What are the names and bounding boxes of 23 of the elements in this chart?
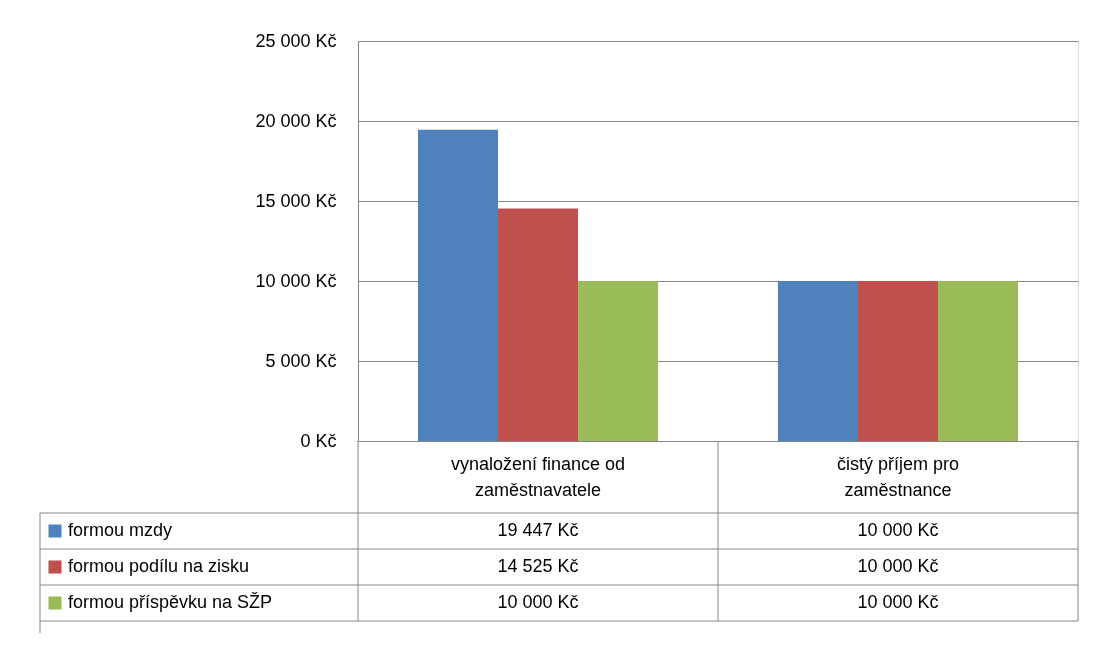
data-label: 10 000 Kč [857, 556, 939, 576]
legend-label: formou podílu na zisku [68, 556, 250, 576]
data-label: 14 525 Kč [497, 556, 579, 576]
y-tick-label: 10 000 Kč [255, 270, 337, 291]
bar [578, 281, 659, 441]
data-label: 10 000 Kč [497, 592, 579, 612]
legend-label: formou příspěvku na SŽP [68, 592, 273, 612]
y-tick-label: 5 000 Kč [265, 350, 337, 371]
x-tick-label: čistý příjem pro zaměstnance [836, 454, 960, 500]
data-label: 10 000 Kč [857, 520, 939, 540]
y-tick-label: 15 000 Kč [255, 190, 337, 211]
y-tick-label: 25 000 Kč [255, 30, 337, 51]
legend-label: formou mzdy [68, 520, 173, 540]
y-tick-label: 20 000 Kč [255, 110, 337, 131]
bar [418, 129, 499, 441]
y-tick-label: 0 Kč [300, 430, 337, 451]
bar [857, 281, 938, 441]
bar [937, 281, 1018, 441]
x-tick-label: vynaložení finance od zaměstnavatele [450, 454, 626, 500]
bar [777, 281, 858, 441]
bar [498, 208, 579, 441]
data-label: 19 447 Kč [497, 520, 579, 540]
data-label: 10 000 Kč [857, 592, 939, 612]
